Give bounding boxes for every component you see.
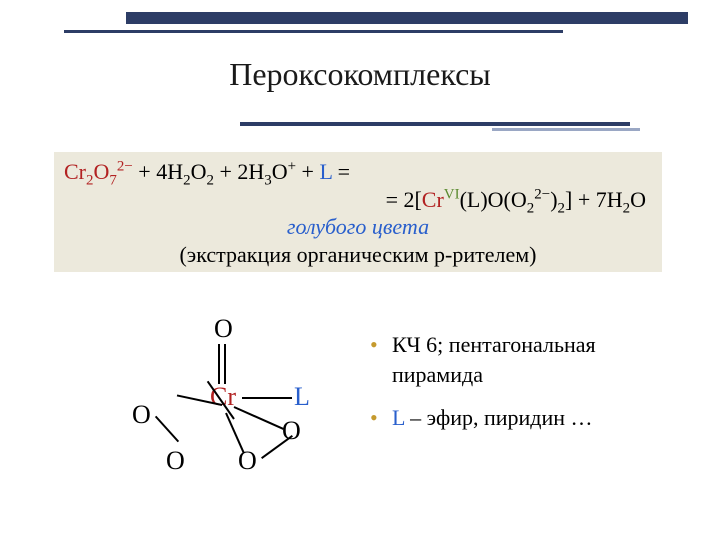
equation-line-1: Cr2O72− + 4H2O2 + 2H3O+ + L = [64,158,652,186]
sub: 3 [264,172,271,188]
t: O [630,187,646,212]
species-crvi: CrVI [422,187,460,212]
header-bar-thick [126,12,688,24]
sup: + [288,159,296,175]
sup: VI [444,186,460,202]
bond-cr-oc [225,413,245,454]
divider-thick [240,122,630,126]
bullet-item-1: КЧ 6; пентагональная пирамида [370,330,690,389]
bond-double-1 [218,344,220,384]
atom-l: L [294,382,310,412]
bond-double-2 [224,344,226,384]
sub: 2 [206,172,213,188]
equation-extraction-note: (экстракция органическим р-рителем) [64,241,652,269]
equation-box: Cr2O72− + 4H2O2 + 2H3O+ + L = = 2[CrVI(L… [54,152,662,272]
sub: 2 [623,200,630,216]
bullet-list: КЧ 6; пентагональная пирамида L – эфир, … [370,330,690,447]
species-cr2o7: Cr2O72− [64,159,138,184]
t: Cr [64,159,86,184]
atom-o-left-lower: O [166,446,185,476]
sup: 2− [534,186,550,202]
t: ] + 7H [565,187,623,212]
t: = 2[ [386,187,422,212]
slide: Пероксокомплексы Cr2O72− + 4H2O2 + 2H3O+… [0,0,720,540]
page-title: Пероксокомплексы [0,56,720,93]
atom-o-left-upper: O [132,400,151,430]
header-bar-thin [64,30,563,33]
bullet-text: – эфир, пиридин … [405,405,593,430]
sub: 2 [183,172,190,188]
ligand-L: L [319,159,332,184]
t: Cr [422,187,444,212]
sub: 2 [558,200,565,216]
t: ) [550,187,557,212]
equation-color-note: голубого цвета [64,213,652,241]
t: + [296,159,319,184]
structure-diagram: Cr O L O O O O [110,300,350,500]
equation-line-2: = 2[CrVI(L)O(O22−)2] + 7H2O [64,186,652,214]
bond-cr-od [234,406,284,430]
t: = [332,159,350,184]
t: O [191,159,207,184]
bullet-text: КЧ 6; пентагональная пирамида [392,332,596,387]
t: O [272,159,288,184]
t: (L)O(O [460,187,527,212]
t: + 4H [138,159,183,184]
t: + 2H [214,159,264,184]
bond-cr-l [242,397,292,399]
sup: 2− [117,159,133,175]
header-bars [64,12,688,33]
atom-cr: Cr [210,382,236,412]
bullet-item-2: L – эфир, пиридин … [370,403,690,433]
sub: 7 [109,172,116,188]
sub: 2 [527,200,534,216]
bond-oc-od [261,435,293,459]
t: O [93,159,109,184]
atom-o-apical: O [214,314,233,344]
divider-thin [492,128,640,131]
bond-oa-ob [155,416,179,443]
bullet-L: L [392,405,405,430]
